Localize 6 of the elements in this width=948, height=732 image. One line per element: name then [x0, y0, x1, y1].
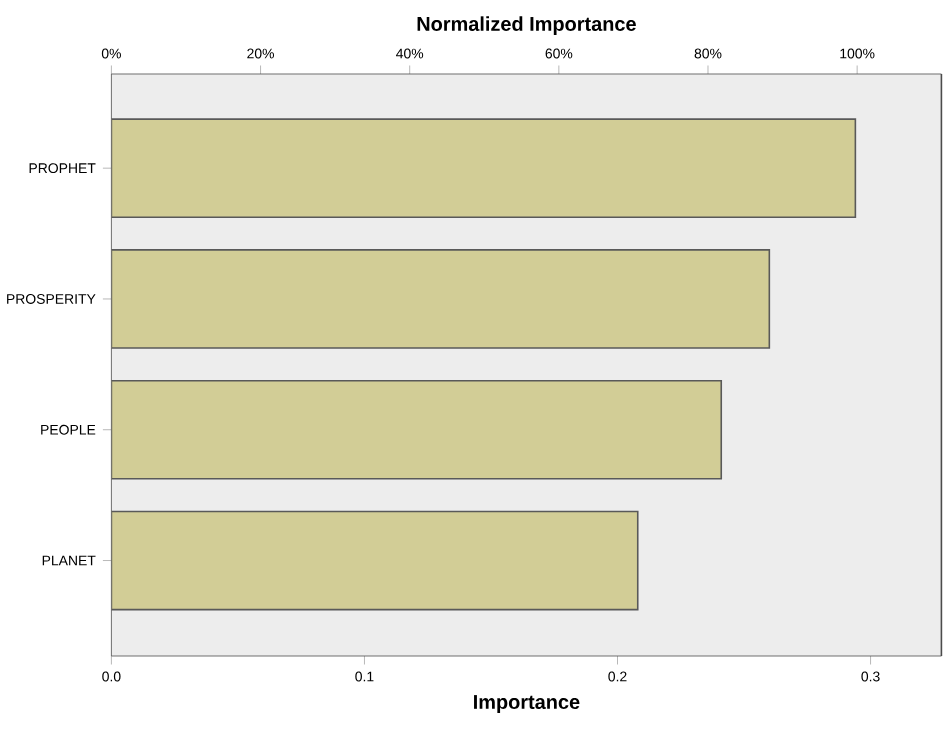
- bar: [111, 510, 639, 611]
- bar: [111, 379, 723, 480]
- x-axis-title: Importance: [474, 695, 580, 713]
- bar: [111, 118, 857, 219]
- x2-axis-title: Normalized Importance: [417, 16, 636, 35]
- bar: [111, 249, 771, 349]
